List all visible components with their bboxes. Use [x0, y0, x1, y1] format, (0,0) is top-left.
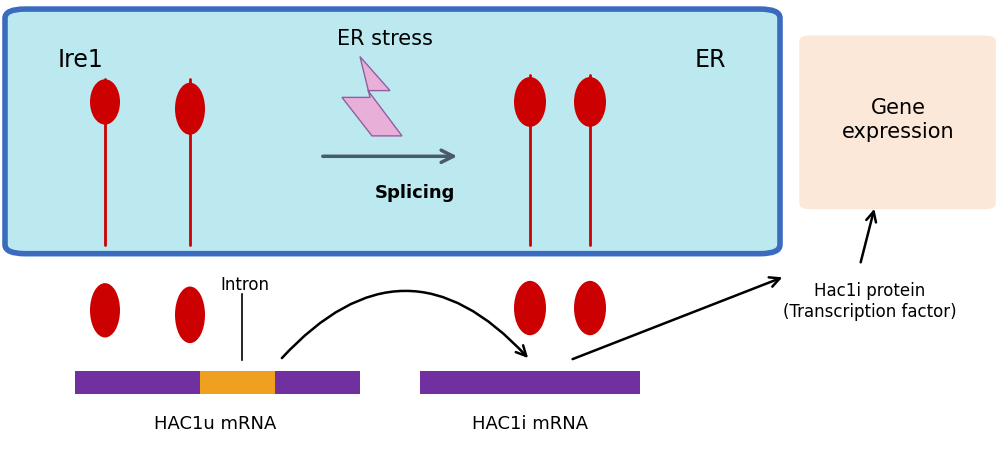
- Text: Hac1i protein
(Transcription factor): Hac1i protein (Transcription factor): [783, 282, 957, 321]
- Text: Ire1: Ire1: [58, 48, 104, 72]
- Text: Intron: Intron: [220, 276, 270, 294]
- Text: ER: ER: [695, 48, 726, 72]
- Bar: [200, 371, 275, 394]
- Bar: [420, 371, 640, 394]
- Text: HAC1u mRNA: HAC1u mRNA: [154, 414, 276, 433]
- Ellipse shape: [175, 82, 205, 135]
- Ellipse shape: [175, 287, 205, 343]
- Text: Splicing: Splicing: [375, 183, 455, 202]
- Text: Gene
expression: Gene expression: [842, 98, 954, 142]
- Ellipse shape: [574, 281, 606, 335]
- Ellipse shape: [90, 283, 120, 337]
- Text: HAC1i mRNA: HAC1i mRNA: [472, 414, 588, 433]
- Ellipse shape: [514, 77, 546, 127]
- Polygon shape: [342, 57, 402, 136]
- Bar: [75, 371, 360, 394]
- Text: ER stress: ER stress: [337, 29, 433, 49]
- Ellipse shape: [90, 79, 120, 125]
- FancyBboxPatch shape: [800, 36, 995, 208]
- Ellipse shape: [574, 77, 606, 127]
- FancyBboxPatch shape: [5, 9, 780, 254]
- Ellipse shape: [514, 281, 546, 335]
